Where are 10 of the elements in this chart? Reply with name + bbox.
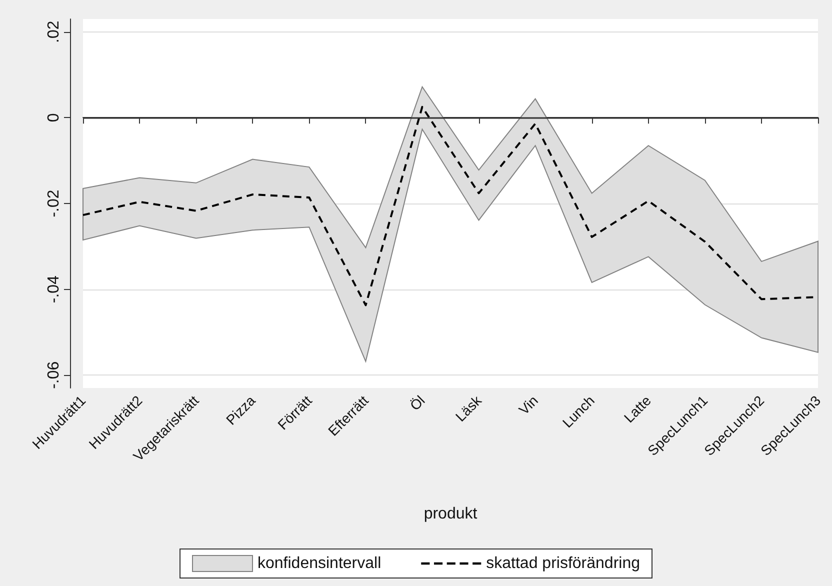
y-tick-label: -.02	[46, 190, 62, 218]
y-tick-label: -.04	[46, 275, 62, 304]
x-axis-title: produkt	[424, 506, 478, 522]
y-tick-label: 0	[46, 113, 62, 122]
legend-label: skattad prisförändring	[486, 555, 640, 572]
text: konfidensintervall	[258, 555, 382, 572]
y-tick-label: .02	[46, 20, 62, 43]
x-tick-label: Öl	[406, 392, 428, 414]
y-tick-label: -.06	[46, 361, 62, 389]
x-tick-label: Vin	[516, 392, 541, 418]
